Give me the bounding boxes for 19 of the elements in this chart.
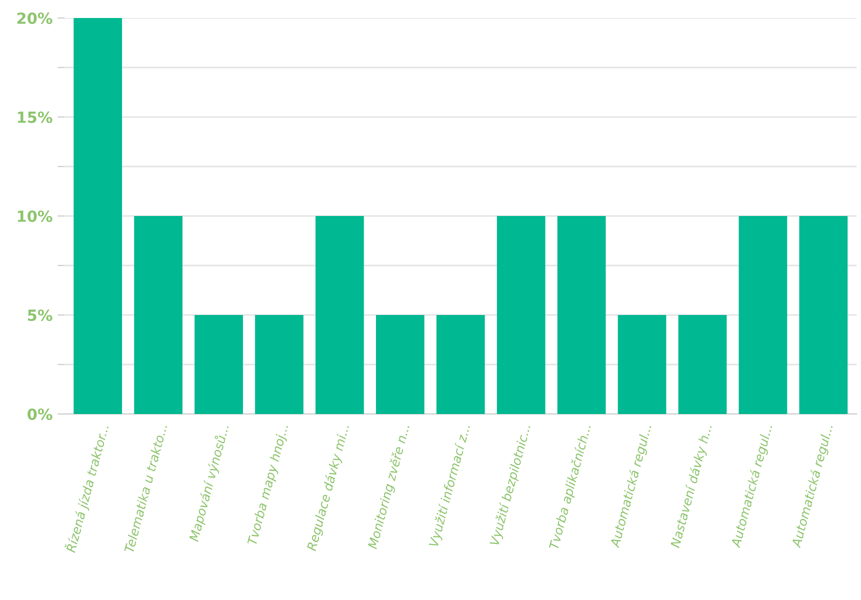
bar (557, 216, 606, 414)
y-tick-label: 15% (18, 111, 52, 124)
bar (496, 216, 546, 414)
bar (74, 18, 122, 414)
x-tick-label: Tvorba mapy hnoj... (246, 424, 290, 546)
bar (255, 315, 304, 414)
bar (799, 216, 848, 414)
bar (134, 216, 182, 414)
bar (436, 315, 485, 414)
bar (316, 216, 364, 414)
y-tick-label: 5% (28, 309, 52, 322)
bar (618, 315, 666, 414)
bar (194, 315, 243, 414)
bar (738, 216, 788, 414)
bar (376, 315, 424, 414)
y-tick-label: 10% (18, 210, 52, 222)
y-tick-label: 20% (17, 12, 52, 24)
y-tick-label: 0% (28, 408, 52, 420)
bar (678, 315, 727, 414)
